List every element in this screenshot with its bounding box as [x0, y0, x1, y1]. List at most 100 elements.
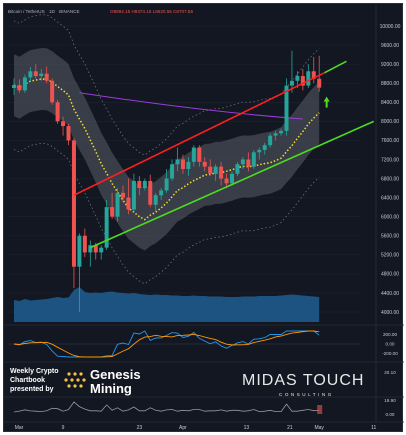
- y-tick-label: 4000.00: [381, 310, 399, 316]
- candle-body: [246, 159, 251, 167]
- volume-area: [14, 287, 320, 322]
- candle-body: [240, 159, 245, 165]
- channel-lower-line: [89, 120, 375, 249]
- channel-upper-ext-line: [324, 60, 347, 74]
- y-tick-label: 9200.00: [381, 62, 399, 68]
- candle-body: [126, 197, 131, 210]
- genesis-dot: [73, 372, 77, 376]
- candle-body: [50, 80, 55, 103]
- genesis-dot: [64, 378, 68, 382]
- candle-body: [311, 71, 316, 79]
- ad-line-3: presented by: [10, 386, 54, 393]
- candle-body: [257, 149, 262, 153]
- genesis-name: Genesis: [90, 367, 141, 382]
- ind2-line: [13, 401, 320, 413]
- candle-body: [224, 178, 229, 184]
- y-tick-label: 4800.00: [381, 272, 399, 278]
- volatility-band: [14, 48, 320, 251]
- candle-body: [61, 121, 66, 127]
- candle-body: [12, 85, 16, 88]
- candle-body: [104, 207, 109, 248]
- candle-body: [262, 145, 267, 150]
- ind1-tick-label: -200.00: [382, 351, 398, 356]
- ad-line-2: Chartbook: [10, 377, 45, 384]
- ind2-tick-label: 0.00: [386, 412, 395, 417]
- y-tick-label: 4400.00: [381, 291, 399, 297]
- candle-body: [17, 85, 22, 91]
- candle-body: [110, 207, 115, 217]
- up-arrow-icon: [323, 96, 330, 108]
- candle-body: [99, 247, 104, 253]
- moving-average-line: [13, 78, 320, 221]
- ind1-tick-label: 0.00: [386, 341, 395, 346]
- candle-body: [197, 147, 202, 162]
- x-tick-label: Apr: [179, 425, 187, 431]
- ad-line-1: Weekly Crypto: [10, 368, 59, 375]
- genesis-dot: [67, 384, 71, 388]
- candle-body: [273, 133, 278, 136]
- y-tick-label: 8400.00: [381, 100, 399, 106]
- long-moving-average-line: [79, 92, 303, 120]
- x-tick-label: 13: [244, 425, 250, 431]
- y-tick-label: 8000.00: [381, 119, 399, 125]
- mining-name: Mining: [90, 381, 132, 396]
- ind2-tick-label: 19.90: [384, 398, 396, 403]
- candle-body: [186, 161, 191, 169]
- x-tick-label: 21: [287, 425, 293, 431]
- chart-title: Bitcoin / TetherUS 1D BINANCE: [8, 9, 80, 14]
- candle-body: [235, 164, 240, 174]
- candle-body: [268, 135, 273, 146]
- candle-body: [159, 190, 164, 196]
- candle-body: [251, 152, 256, 167]
- candle-body: [88, 245, 93, 253]
- candle-body: [219, 166, 224, 179]
- y-tick-label: 9600.00: [381, 43, 399, 49]
- candle-body: [121, 192, 125, 198]
- genesis-dot: [70, 378, 74, 382]
- candle-body: [284, 85, 289, 131]
- candle-body: [213, 166, 218, 174]
- genesis-dot: [67, 372, 71, 376]
- candle-body: [306, 71, 311, 86]
- candle-body: [39, 73, 44, 77]
- candle-body: [33, 71, 38, 77]
- candle-body: [137, 180, 142, 189]
- y-tick-label: 5600.00: [381, 234, 399, 240]
- symbol-name: Bitcoin / TetherUS: [8, 9, 45, 14]
- y-tick-label: 10000.00: [380, 24, 401, 30]
- candle-body: [164, 178, 169, 191]
- candle-body: [71, 140, 76, 267]
- candle-body: [175, 159, 180, 165]
- genesis-mining-logo: Weekly Crypto Chartbook presented by Gen…: [10, 367, 141, 396]
- price-chart: Bitcoin / TetherUS 1D BINANCE O8894.15 H…: [4, 4, 404, 431]
- oscillator-line: [13, 330, 320, 358]
- candle-body: [148, 180, 153, 205]
- candle-body: [55, 102, 60, 122]
- candle-body: [279, 130, 284, 134]
- midas-sub: CONSULTING: [279, 392, 334, 397]
- y-tick-label: 6800.00: [381, 176, 399, 182]
- genesis-dot: [82, 378, 86, 382]
- x-tick-label: 9: [62, 425, 65, 431]
- candle-body: [66, 126, 71, 141]
- candle-body: [44, 73, 49, 81]
- channel-upper-line: [73, 71, 326, 196]
- ind1-tick-label: 200.00: [383, 332, 397, 337]
- genesis-dot: [79, 384, 83, 388]
- candle-body: [131, 180, 136, 210]
- y-tick-label: 6000.00: [381, 215, 399, 221]
- ind2-bar: [317, 405, 323, 414]
- candle-body: [22, 77, 27, 91]
- ind2-tick-label: 20.10: [384, 370, 396, 375]
- interval-label: 1D: [49, 9, 56, 14]
- candle-body: [317, 78, 322, 88]
- midas-name: MIDAS TOUCH: [242, 372, 364, 389]
- chart-frame: Bitcoin / TetherUS 1D BINANCE O8894.15 H…: [3, 3, 404, 432]
- x-tick-label: 11: [371, 425, 376, 431]
- candle-body: [82, 235, 87, 253]
- ohlc-readout: O8894.15 H9374.15 L8620.55 C8707.56: [110, 9, 193, 14]
- y-tick-label: 6400.00: [381, 195, 399, 201]
- candle-body: [142, 180, 147, 189]
- exchange-label: BINANCE: [59, 9, 79, 14]
- y-tick-label: 5200.00: [381, 253, 399, 259]
